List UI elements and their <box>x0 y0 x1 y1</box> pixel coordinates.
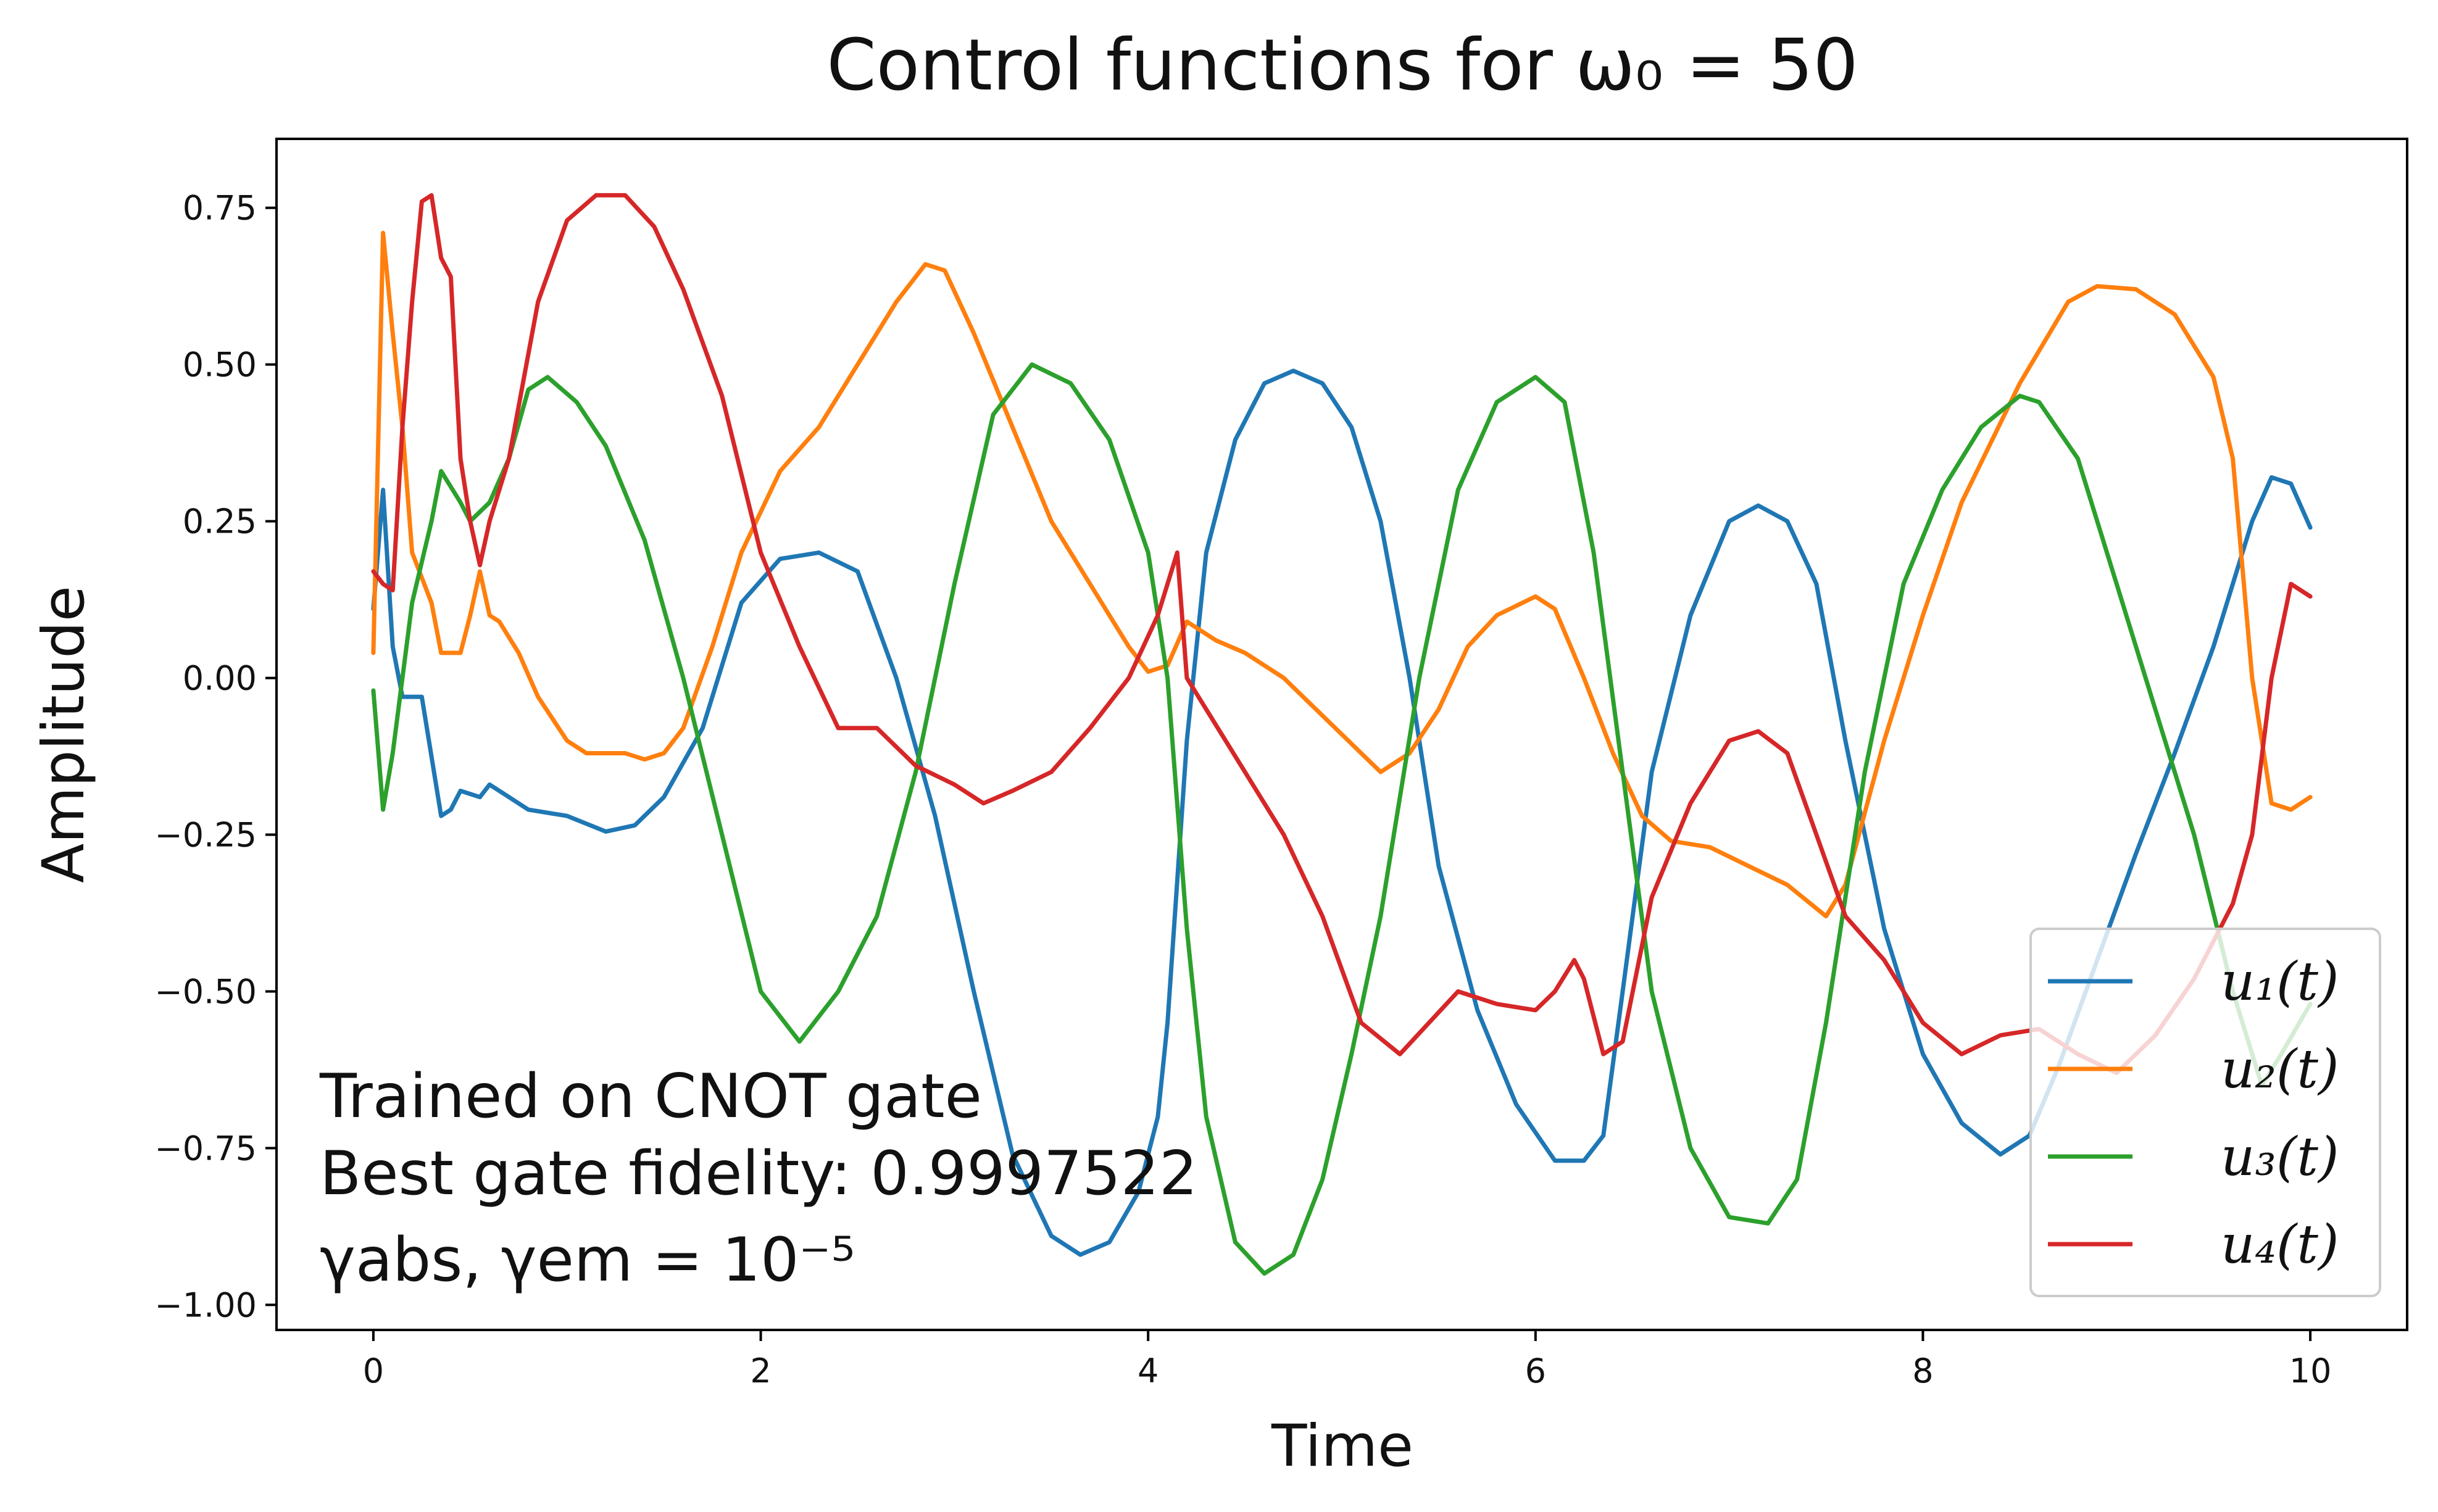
legend-label-u2: u₂(t) <box>2221 1039 2339 1100</box>
chart-title: Control functions for ω₀ = 50 <box>826 24 1858 107</box>
x-axis-label: Time <box>1271 1413 1413 1480</box>
y-axis: −1.00 −0.75 −0.50 −0.25 0.00 0.25 0.50 0.75 <box>155 189 277 1324</box>
y-axis-label: Amplitude <box>30 586 98 883</box>
y-tick-label: 0.75 <box>183 189 257 228</box>
legend-box <box>2029 928 2381 1297</box>
y-tick-label: 0.25 <box>183 502 257 541</box>
y-tick-label: −0.50 <box>155 972 257 1011</box>
annotation-line-3: γabs, γem = 10⁻⁵ <box>320 1225 855 1295</box>
legend-label-u4: u₄(t) <box>2221 1214 2339 1276</box>
x-tick-label: 10 <box>2289 1352 2332 1390</box>
y-tick-label: −0.75 <box>155 1129 257 1168</box>
x-tick-label: 4 <box>1138 1352 1159 1390</box>
legend-label-u3: u₃(t) <box>2221 1126 2339 1188</box>
x-tick-label: 6 <box>1525 1352 1546 1390</box>
series-line-u4 <box>371 193 2313 1075</box>
x-tick-label: 2 <box>750 1352 771 1390</box>
x-tick-label: 0 <box>363 1352 384 1390</box>
annotation-line-1: Trained on CNOT gate <box>319 1061 982 1132</box>
series-line-u3 <box>371 362 2313 1276</box>
annotation-block: Trained on CNOT gate Best gate fidelity:… <box>319 1061 1197 1295</box>
x-tick-label: 8 <box>1912 1352 1933 1390</box>
plot-area-frame <box>275 138 2408 1331</box>
y-tick-label: −1.00 <box>155 1286 257 1324</box>
y-tick-label: 0.50 <box>183 346 257 384</box>
series-line-u1 <box>371 368 2313 1257</box>
x-axis: 0 2 4 6 8 10 <box>363 1330 2332 1390</box>
series-layer <box>371 193 2313 1276</box>
y-tick-label: 0.00 <box>183 659 257 698</box>
series-line-u2 <box>371 230 2313 919</box>
legend-label-u1: u₁(t) <box>2221 951 2339 1013</box>
legend: u₁(t) u₂(t) u₃(t) u₄(t) <box>2029 928 2381 1297</box>
annotation-line-2: Best gate fidelity: 0.9997522 <box>320 1139 1197 1209</box>
y-tick-label: −0.25 <box>155 816 257 855</box>
